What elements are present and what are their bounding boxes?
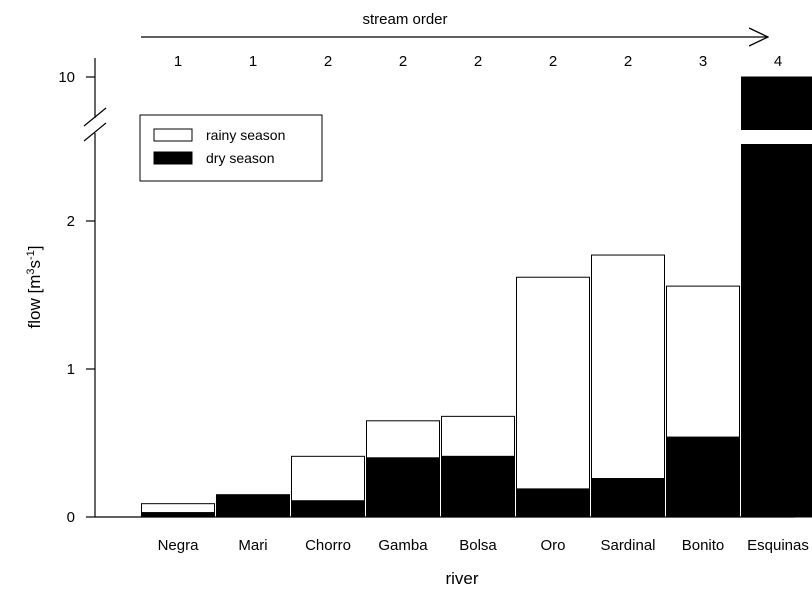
bar-dry-season (216, 494, 290, 518)
x-tick-label: Mari (238, 537, 267, 554)
bar-group (740, 76, 812, 518)
legend-box (139, 114, 323, 182)
stream-order-label: 1 (249, 53, 257, 70)
legend: rainy season dry season (139, 114, 323, 182)
y-tick-label: 1 (67, 361, 75, 378)
x-tick-label: Bonito (682, 537, 725, 554)
x-tick-label: Chorro (305, 537, 351, 554)
bar-group (516, 276, 590, 518)
stream-order-label: 2 (624, 53, 632, 70)
bar-group (666, 285, 740, 518)
bar-dry-season (441, 455, 515, 518)
legend-swatch-rainy (153, 128, 193, 142)
x-tick-label: Sardinal (600, 537, 655, 554)
y-tick-label: 10 (58, 69, 75, 86)
y-axis-break-mark-lower (83, 122, 107, 142)
bar-group (291, 455, 365, 518)
bar-group (366, 420, 440, 518)
x-axis-title: river (445, 569, 478, 588)
bar-dry-season (141, 512, 215, 518)
stream-order-label: 2 (474, 53, 482, 70)
x-tick-label: Oro (540, 537, 565, 554)
bar-group (216, 494, 290, 518)
bar-rainy-season (516, 276, 590, 518)
y-tick-label: 2 (67, 213, 75, 230)
y-axis-title: flow [m3s-1] (25, 246, 44, 329)
bar-dry-season (666, 436, 740, 518)
bar-group (591, 254, 665, 518)
bar-rainy-season (591, 254, 665, 518)
stream-order-label: 4 (774, 53, 782, 70)
bar-dry-season (516, 488, 590, 518)
stream-order-label: 2 (399, 53, 407, 70)
x-tick-label: Negra (158, 537, 200, 554)
y-tick-label: 0 (67, 509, 75, 526)
bar-group (141, 503, 215, 518)
top-axis-label: stream order (362, 11, 447, 28)
bar-group (441, 415, 515, 518)
x-tick-labels: Negra Mari Chorro Gamba Bolsa Oro Sardinal Boni… (158, 537, 809, 554)
x-tick-label: Gamba (378, 537, 428, 554)
legend-label-dry: dry season (206, 150, 274, 166)
stream-order-label: 1 (174, 53, 182, 70)
y-axis-break-mark-upper (83, 107, 107, 127)
stream-order-labels: 1 1 2 2 2 2 2 3 4 (174, 53, 782, 70)
x-tick-label: Esquinas (747, 537, 809, 554)
bars (141, 76, 812, 518)
y-ticks: 0 1 2 10 (58, 69, 95, 526)
stream-order-label: 2 (324, 53, 332, 70)
stream-order-label: 3 (699, 53, 707, 70)
bar-dry-season (291, 500, 365, 518)
bar-break-gap (740, 130, 812, 144)
bar-dry-season (366, 457, 440, 518)
legend-label-rainy: rainy season (206, 127, 285, 143)
x-tick-label: Bolsa (459, 537, 497, 554)
legend-swatch-dry (153, 151, 193, 165)
bar-dry-season (591, 478, 665, 518)
stream-order-label: 2 (549, 53, 557, 70)
